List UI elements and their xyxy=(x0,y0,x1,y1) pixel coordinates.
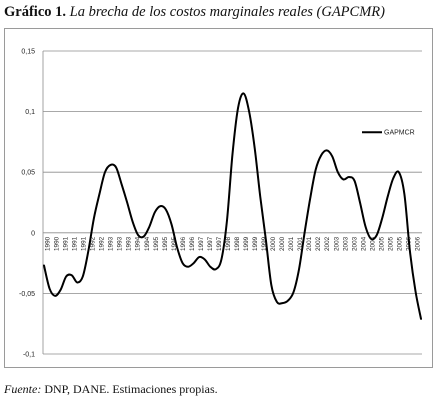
x-tick-label: 2003 xyxy=(342,236,349,251)
source-text: DNP, DANE. Estimaciones propias. xyxy=(44,382,218,396)
chart-frame: -0,1 -0,05 0 0,05 0,1 0,15 1990 1990 1991 1991 199… xyxy=(4,28,433,368)
x-tick-label: 1992 xyxy=(99,236,106,251)
y-tick-label: -0,05 xyxy=(19,291,35,298)
x-tick-label: 1991 xyxy=(72,236,79,251)
x-tick-label: 1994 xyxy=(135,236,142,251)
y-tick-label: 0,05 xyxy=(21,170,35,177)
x-tick-label: 1999 xyxy=(252,236,259,251)
y-tick-label: 0,15 xyxy=(21,49,35,56)
x-tick-label: 2006 xyxy=(414,236,421,251)
source-note: Fuente: DNP, DANE. Estimaciones propias. xyxy=(4,382,218,397)
x-tick-label: 1996 xyxy=(189,236,196,251)
x-tick-label: 2003 xyxy=(333,236,340,251)
x-tick-label: 2001 xyxy=(288,236,295,251)
x-tick-label: 2004 xyxy=(360,236,367,251)
x-tick-label: 2002 xyxy=(324,236,331,251)
x-tick-label: 2005 xyxy=(396,236,403,251)
legend-label: GAPMCR xyxy=(384,130,415,137)
series-line-gapmcr xyxy=(43,92,422,320)
x-tick-label: 1991 xyxy=(63,236,70,251)
x-tick-label: 1995 xyxy=(153,236,160,251)
x-tick-label: 2000 xyxy=(270,236,277,251)
x-tick-label: 2001 xyxy=(306,236,313,251)
x-tick-label: 1990 xyxy=(45,236,52,251)
figure-caption: La brecha de los costos marginales reale… xyxy=(69,4,385,20)
x-tick-label: 1999 xyxy=(243,236,250,251)
x-tick-label: 2005 xyxy=(387,236,394,251)
x-tick-label: 1992 xyxy=(90,236,97,251)
x-tick-label: 1994 xyxy=(144,236,151,251)
x-tick-label: 1993 xyxy=(117,236,124,251)
x-tick-label: 1991 xyxy=(81,236,88,251)
x-tick-label: 1995 xyxy=(171,236,178,251)
x-tick-label: 1999 xyxy=(261,236,268,251)
y-tick-label: -0,1 xyxy=(23,352,35,359)
x-tick-label: 2000 xyxy=(279,236,286,251)
x-tick-label: 2001 xyxy=(297,236,304,251)
x-tick-label: 1993 xyxy=(108,236,115,251)
x-tick-label: 2005 xyxy=(378,236,385,251)
x-tick-label: 1998 xyxy=(234,236,241,251)
x-tick-label: 1995 xyxy=(162,236,169,251)
figure-title: Gráfico 1. La brecha de los costos margi… xyxy=(4,4,436,21)
source-label: Fuente: xyxy=(4,382,42,396)
y-tick-label: 0 xyxy=(31,230,35,237)
x-tick-label: 2003 xyxy=(351,236,358,251)
x-tick-label: 2002 xyxy=(315,236,322,251)
x-tick-label: 2004 xyxy=(369,236,376,251)
x-tick-label: 1998 xyxy=(225,236,232,251)
y-tick-label: 0,1 xyxy=(25,109,35,116)
x-tick-label: 1990 xyxy=(54,236,61,251)
figure-number: Gráfico 1. xyxy=(4,4,67,20)
x-tick-label: 1997 xyxy=(216,236,223,251)
x-tick-label: 1997 xyxy=(207,236,214,251)
x-tick-label: 1996 xyxy=(180,236,187,251)
x-tick-label: 1993 xyxy=(126,236,133,251)
x-tick-label: 1997 xyxy=(198,236,205,251)
